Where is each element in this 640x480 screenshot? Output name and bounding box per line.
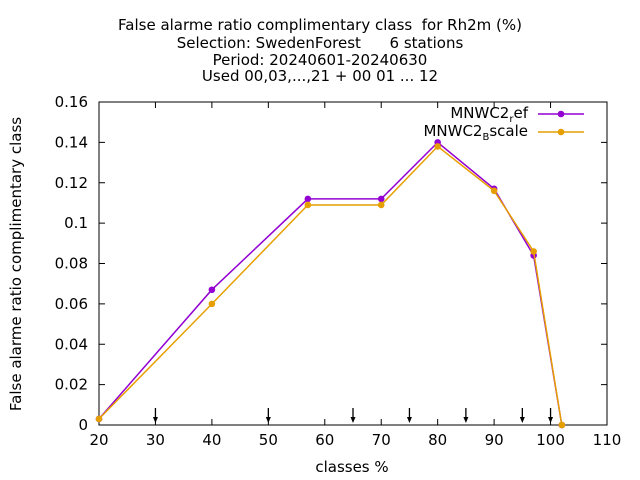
y-tick-label: 0.06	[55, 295, 88, 313]
x-tick-label: 60	[315, 431, 334, 449]
plot-frame	[98, 101, 608, 426]
legend-marker-0	[557, 110, 565, 118]
class-arrow-head	[519, 417, 525, 423]
x-tick-label: 100	[536, 431, 565, 449]
class-arrow-head	[350, 417, 356, 423]
series-0-point	[208, 286, 216, 294]
series-1-point	[304, 201, 312, 209]
series-line-0	[98, 141, 563, 426]
chart-title-line-1: False alarme ratio complimentary class f…	[118, 16, 522, 34]
y-tick-label: 0.16	[55, 93, 88, 111]
legend-bscale-rest: scale	[489, 122, 528, 140]
y-tick-label: 0.12	[55, 174, 88, 192]
x-tick-label: 40	[202, 431, 221, 449]
chart-title-line-2: Selection: SwedenForest 6 stations	[176, 34, 464, 52]
x-tick-label: 20	[89, 431, 108, 449]
y-tick-label: 0.08	[55, 255, 88, 273]
class-arrow-head	[265, 417, 271, 423]
x-axis-label: classes %	[315, 458, 389, 476]
legend-ref-base: MNWC2	[450, 104, 510, 122]
y-axis-label: False alarme ratio complimentary class	[7, 116, 25, 412]
y-tick-label: 0	[78, 416, 88, 434]
y-tick-label: 0.1	[64, 214, 88, 232]
legend-marker-1	[557, 128, 565, 136]
x-tick-label: 110	[593, 431, 622, 449]
class-arrow-head	[406, 417, 412, 423]
y-tick-label: 0.04	[55, 335, 88, 353]
y-tick-label: 0.14	[55, 133, 88, 151]
x-tick-label: 90	[485, 431, 504, 449]
series-line-1	[98, 145, 563, 426]
series-1-point	[434, 143, 441, 150]
x-tick-label: 50	[259, 431, 278, 449]
class-arrow-head	[548, 417, 554, 423]
class-arrow-head	[463, 417, 469, 423]
x-tick-label: 30	[146, 431, 165, 449]
legend-ref-sub: r	[509, 114, 514, 125]
x-tick-label: 80	[428, 431, 447, 449]
series-1-point	[208, 300, 216, 308]
x-tick-label: 70	[372, 431, 391, 449]
series-1-point	[490, 187, 498, 195]
series-1-point	[530, 248, 537, 255]
legend-bscale-sub: B	[482, 132, 490, 143]
series-1-point	[558, 421, 566, 429]
legend-bscale-base: MNWC2	[423, 122, 483, 140]
chart-title-line-3: Period: 20240601-20240630	[212, 51, 428, 69]
series-1-point	[95, 415, 103, 423]
class-arrow-head	[152, 417, 158, 423]
legend-entry-bscale: MNWC2Bscale	[423, 122, 528, 143]
chart-title-line-4: Used 00,03,...,21 + 00 01 ... 12	[201, 67, 439, 85]
y-tick-label: 0.02	[55, 376, 88, 394]
series-0-point	[304, 195, 312, 203]
legend-entry-ref: MNWC2ref	[450, 104, 528, 125]
series-1-point	[377, 201, 385, 209]
legend-ref-rest: ef	[513, 104, 528, 122]
series-0-point	[377, 195, 385, 203]
